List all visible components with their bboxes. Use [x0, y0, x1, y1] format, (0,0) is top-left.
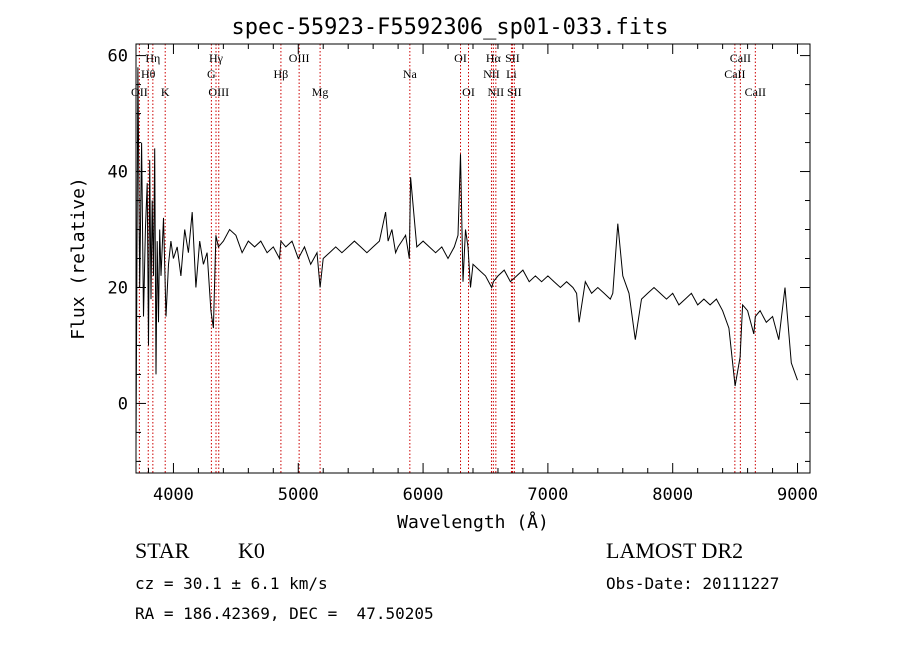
- x-tick-label: 5000: [278, 485, 319, 505]
- line-label: OI: [454, 51, 467, 65]
- observation-date: Obs-Date: 20111227: [606, 574, 780, 593]
- survey-name: LAMOST DR2: [606, 538, 744, 563]
- object-subclass: K0: [238, 538, 265, 563]
- line-label: CaII: [724, 67, 745, 81]
- y-axis-title: Flux (relative): [68, 177, 89, 340]
- line-label: Hα: [486, 51, 502, 65]
- x-tick-label: 6000: [403, 485, 444, 505]
- line-label: Li: [506, 67, 517, 81]
- sky-coordinates: RA = 186.42369, DEC = 47.50205: [135, 604, 434, 623]
- line-label: OI: [462, 85, 475, 99]
- x-tick-label: 9000: [777, 485, 818, 505]
- y-tick-label: 40: [108, 163, 128, 183]
- line-label: CaII: [745, 85, 766, 99]
- line-label: NII: [483, 67, 500, 81]
- line-label: Hθ: [141, 67, 156, 81]
- line-label: SII: [507, 85, 522, 99]
- line-label: OII: [131, 85, 148, 99]
- plot-frame: [135, 43, 811, 474]
- line-label: Hγ: [209, 51, 224, 65]
- line-label: G: [207, 67, 216, 81]
- redshift-velocity: cz = 30.1 ± 6.1 km/s: [135, 574, 328, 593]
- chart-title: spec-55923-F5592306_sp01-033.fits: [231, 15, 668, 40]
- line-label: Mg: [312, 85, 329, 99]
- x-axis-title: Wavelength (Å): [397, 511, 549, 533]
- line-label: Hβ: [274, 67, 289, 81]
- line-label: Hη: [145, 51, 160, 65]
- line-label: NII: [488, 85, 505, 99]
- line-label: CaII: [730, 51, 751, 65]
- line-label: OIII: [289, 51, 310, 65]
- x-tick-label: 8000: [652, 485, 693, 505]
- object-class: STAR: [135, 538, 190, 563]
- y-tick-label: 60: [108, 47, 128, 67]
- line-label: K: [161, 85, 170, 99]
- spectrum-line: [135, 67, 798, 450]
- x-tick-label: 4000: [153, 485, 194, 505]
- y-tick-label: 0: [118, 394, 128, 414]
- line-label: OIII: [208, 85, 229, 99]
- y-tick-label: 20: [108, 278, 128, 298]
- line-label: SII: [505, 51, 520, 65]
- x-tick-label: 7000: [527, 485, 568, 505]
- line-label: Na: [403, 67, 418, 81]
